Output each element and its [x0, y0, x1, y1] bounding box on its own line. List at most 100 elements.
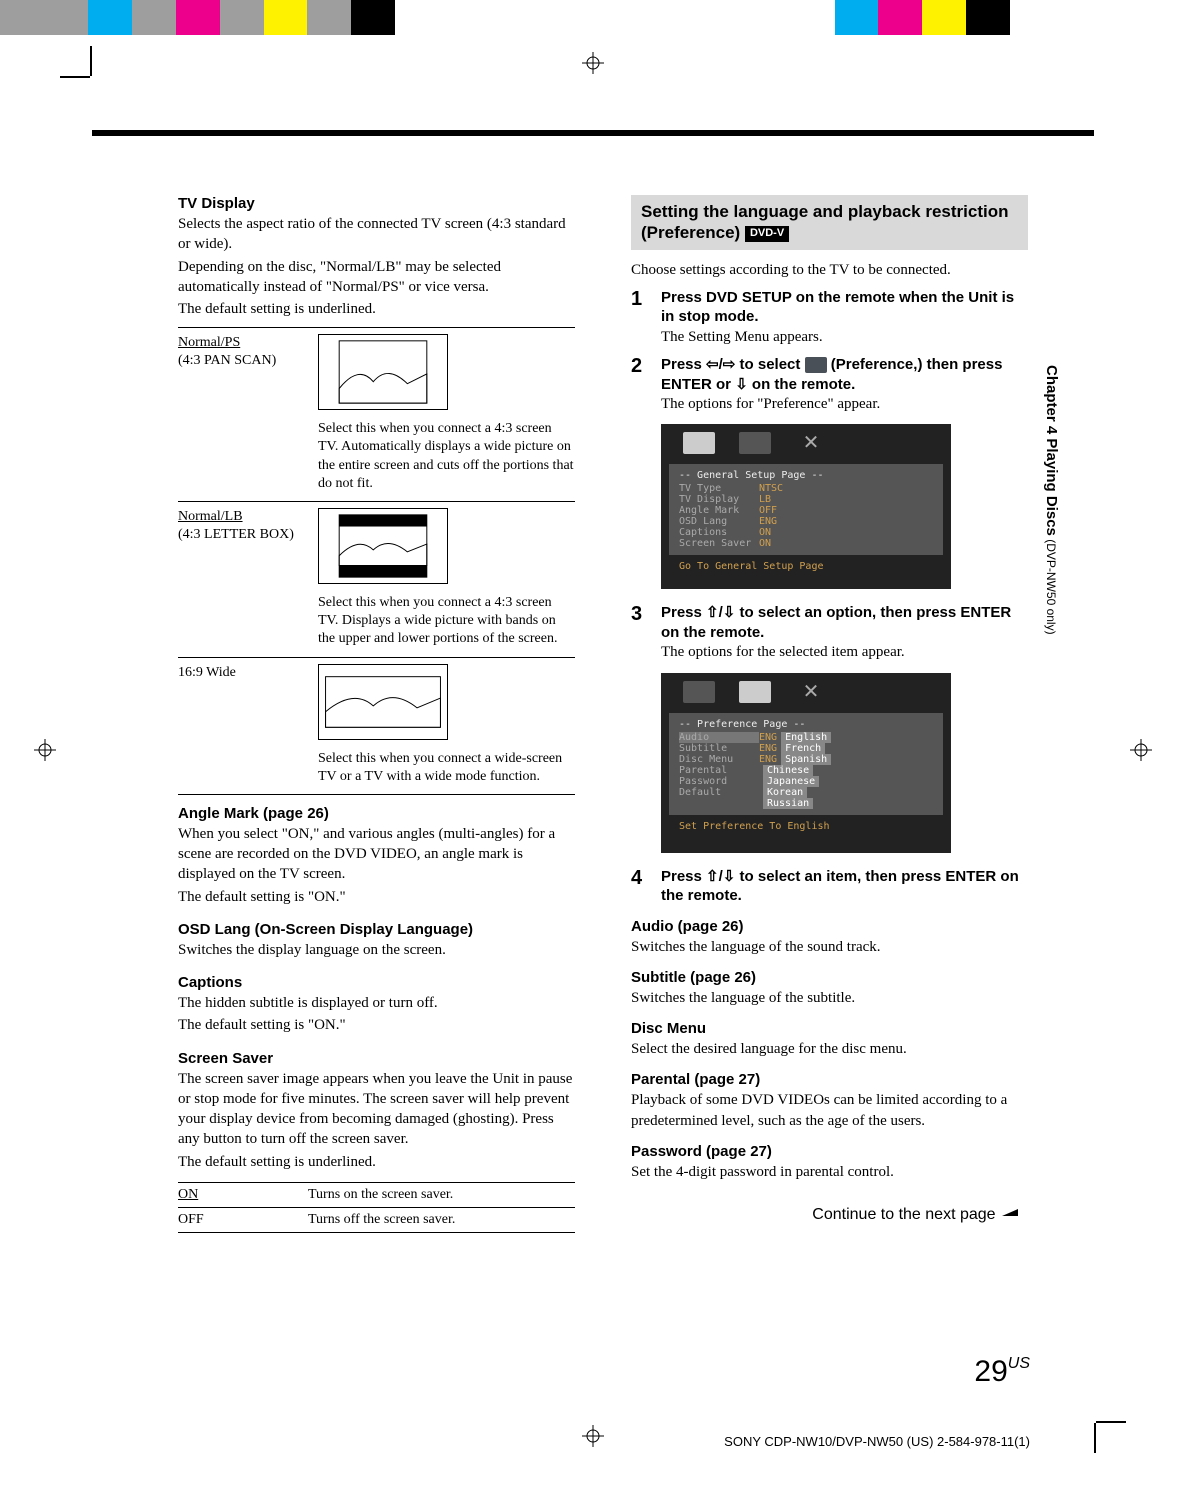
sub-title: Password (page 27) [631, 1143, 1028, 1160]
menu-screenshot-preference: ✕ -- Preference Page -- AudioENGEnglishS… [661, 673, 951, 853]
continue-line: Continue to the next page [631, 1206, 1028, 1224]
menu-row: TV DisplayLB [679, 494, 933, 505]
menu-row: PasswordJapanese [679, 776, 933, 787]
step: 3 Press ⇧/⇩ to select an option, then pr… [631, 603, 1028, 662]
menu-row: Russian [679, 798, 933, 809]
step-bold: Press DVD SETUP on the remote when the U… [661, 288, 1028, 327]
menu-screenshot-general: ✕ -- General Setup Page -- TV TypeNTSCTV… [661, 424, 951, 589]
row-desc: Turns off the screen saver. [308, 1212, 575, 1228]
chapter-side-tab: Chapter 4 Playing Discs (DVP-NW50 only) [1040, 365, 1060, 785]
tab-bar: ✕ [669, 432, 943, 454]
angle-mark-default: The default setting is "ON." [178, 887, 575, 907]
step-plain: The options for "Preference" appear. [661, 394, 1028, 414]
crop-mark [1096, 1421, 1126, 1423]
tv-aspect-icon [318, 664, 448, 740]
menu-row: Disc MenuENGSpanish [679, 754, 933, 765]
screen-saver-title: Screen Saver [178, 1050, 575, 1067]
captions-title: Captions [178, 974, 575, 991]
row-desc: Turns on the screen saver. [308, 1187, 575, 1203]
step-body: Press DVD SETUP on the remote when the U… [661, 288, 1028, 347]
option-desc: Select this when you connect a 4:3 scree… [318, 594, 575, 649]
close-tab-icon: ✕ [795, 681, 827, 703]
menu-row: CaptionsON [679, 527, 933, 538]
angle-mark-title: Angle Mark (page 26) [178, 805, 575, 822]
step-number: 4 [631, 867, 649, 906]
option-sub: (4:3 PAN SCAN) [178, 353, 276, 368]
menu-panel: -- General Setup Page -- TV TypeNTSCTV D… [669, 464, 943, 555]
tab-bar: ✕ [669, 681, 943, 703]
step-bold: Press ⇧/⇩ to select an item, then press … [661, 867, 1028, 906]
step: 1 Press DVD SETUP on the remote when the… [631, 288, 1028, 347]
side-tab-main: Chapter 4 Playing Discs [1043, 365, 1060, 536]
top-rule [92, 130, 1094, 136]
print-color-bars [0, 0, 1186, 35]
screen-saver-table: ON Turns on the screen saver. OFF Turns … [178, 1182, 575, 1233]
right-column: Setting the language and playback restri… [631, 195, 1028, 1233]
captions-default: The default setting is "ON." [178, 1015, 575, 1035]
table-row: OFF Turns off the screen saver. [178, 1207, 575, 1233]
option-label: Normal/PS (4:3 PAN SCAN) [178, 334, 308, 370]
hint-text: Set Preference To English [669, 821, 943, 832]
option-name: 16:9 Wide [178, 665, 236, 680]
osd-lang-body: Switches the display language on the scr… [178, 940, 575, 960]
sub-title: Audio (page 26) [631, 918, 1028, 935]
option-label: Normal/LB (4:3 LETTER BOX) [178, 508, 308, 544]
option-desc: Select this when you connect a wide-scre… [318, 750, 575, 786]
step-plain: The Setting Menu appears. [661, 327, 1028, 347]
arrow-icon [1000, 1206, 1028, 1224]
menu-row: AudioENGEnglish [679, 732, 933, 743]
sub-title: Subtitle (page 26) [631, 969, 1028, 986]
tv-option-row: 16:9 Wide Select this when you connect a… [178, 664, 575, 786]
registration-mark-icon [34, 739, 56, 761]
step-body: Press ⇦/⇨ to select (Preference,) then p… [661, 355, 1028, 414]
step-number: 3 [631, 603, 649, 662]
option-label: 16:9 Wide [178, 664, 308, 682]
menu-row: ParentalChinese [679, 765, 933, 776]
rule [178, 657, 575, 658]
menu-row: DefaultKorean [679, 787, 933, 798]
step-number: 2 [631, 355, 649, 414]
continue-text: Continue to the next page [812, 1206, 995, 1223]
tv-display-title: TV Display [178, 195, 575, 212]
left-column: TV Display Selects the aspect ratio of t… [178, 195, 575, 1233]
tv-option-row: Normal/LB (4:3 LETTER BOX) Select this w… [178, 508, 575, 649]
registration-mark-icon [582, 1425, 604, 1447]
step-bold: Press ⇧/⇩ to select an option, then pres… [661, 603, 1028, 642]
sub-body: Select the desired language for the disc… [631, 1039, 1028, 1059]
tv-display-p1: Selects the aspect ratio of the connecte… [178, 214, 575, 255]
step-plain: The options for the selected item appear… [661, 642, 1028, 662]
close-tab-icon: ✕ [795, 432, 827, 454]
menu-row: Angle MarkOFF [679, 505, 933, 516]
osd-lang-title: OSD Lang (On-Screen Display Language) [178, 921, 575, 938]
step: 2 Press ⇦/⇨ to select (Preference,) then… [631, 355, 1028, 414]
step-number: 1 [631, 288, 649, 347]
crop-mark [90, 46, 92, 76]
registration-mark-icon [1130, 739, 1152, 761]
sub-body: Switches the language of the subtitle. [631, 988, 1028, 1008]
tab-icon [683, 432, 715, 454]
step: 4 Press ⇧/⇩ to select an item, then pres… [631, 867, 1028, 906]
menu-panel: -- Preference Page -- AudioENGEnglishSub… [669, 713, 943, 815]
row-label: ON [178, 1187, 308, 1203]
page-number: 29US [974, 1355, 1030, 1389]
option-sub: (4:3 LETTER BOX) [178, 527, 294, 542]
option-body: Select this when you connect a 4:3 scree… [318, 508, 575, 649]
sub-body: Switches the language of the sound track… [631, 937, 1028, 957]
menu-row: OSD LangENG [679, 516, 933, 527]
option-body: Select this when you connect a wide-scre… [318, 664, 575, 786]
panel-header: -- General Setup Page -- [679, 470, 933, 481]
option-body: Select this when you connect a 4:3 scree… [318, 334, 575, 493]
sub-body: Set the 4-digit password in parental con… [631, 1162, 1028, 1182]
tab-icon [739, 681, 771, 703]
intro-text: Choose settings according to the TV to b… [631, 260, 1028, 280]
page: TV Display Selects the aspect ratio of t… [0, 0, 1186, 1499]
hint-text: Go To General Setup Page [669, 561, 943, 572]
option-name: Normal/LB [178, 509, 243, 524]
footer-text: SONY CDP-NW10/DVP-NW50 (US) 2-584-978-11… [724, 1434, 1030, 1449]
step-bold: Press ⇦/⇨ to select (Preference,) then p… [661, 355, 1028, 394]
screen-saver-body: The screen saver image appears when you … [178, 1069, 575, 1150]
captions-body: The hidden subtitle is displayed or turn… [178, 993, 575, 1013]
sub-title: Parental (page 27) [631, 1071, 1028, 1088]
sub-title: Disc Menu [631, 1020, 1028, 1037]
tv-display-p3: The default setting is underlined. [178, 299, 575, 319]
